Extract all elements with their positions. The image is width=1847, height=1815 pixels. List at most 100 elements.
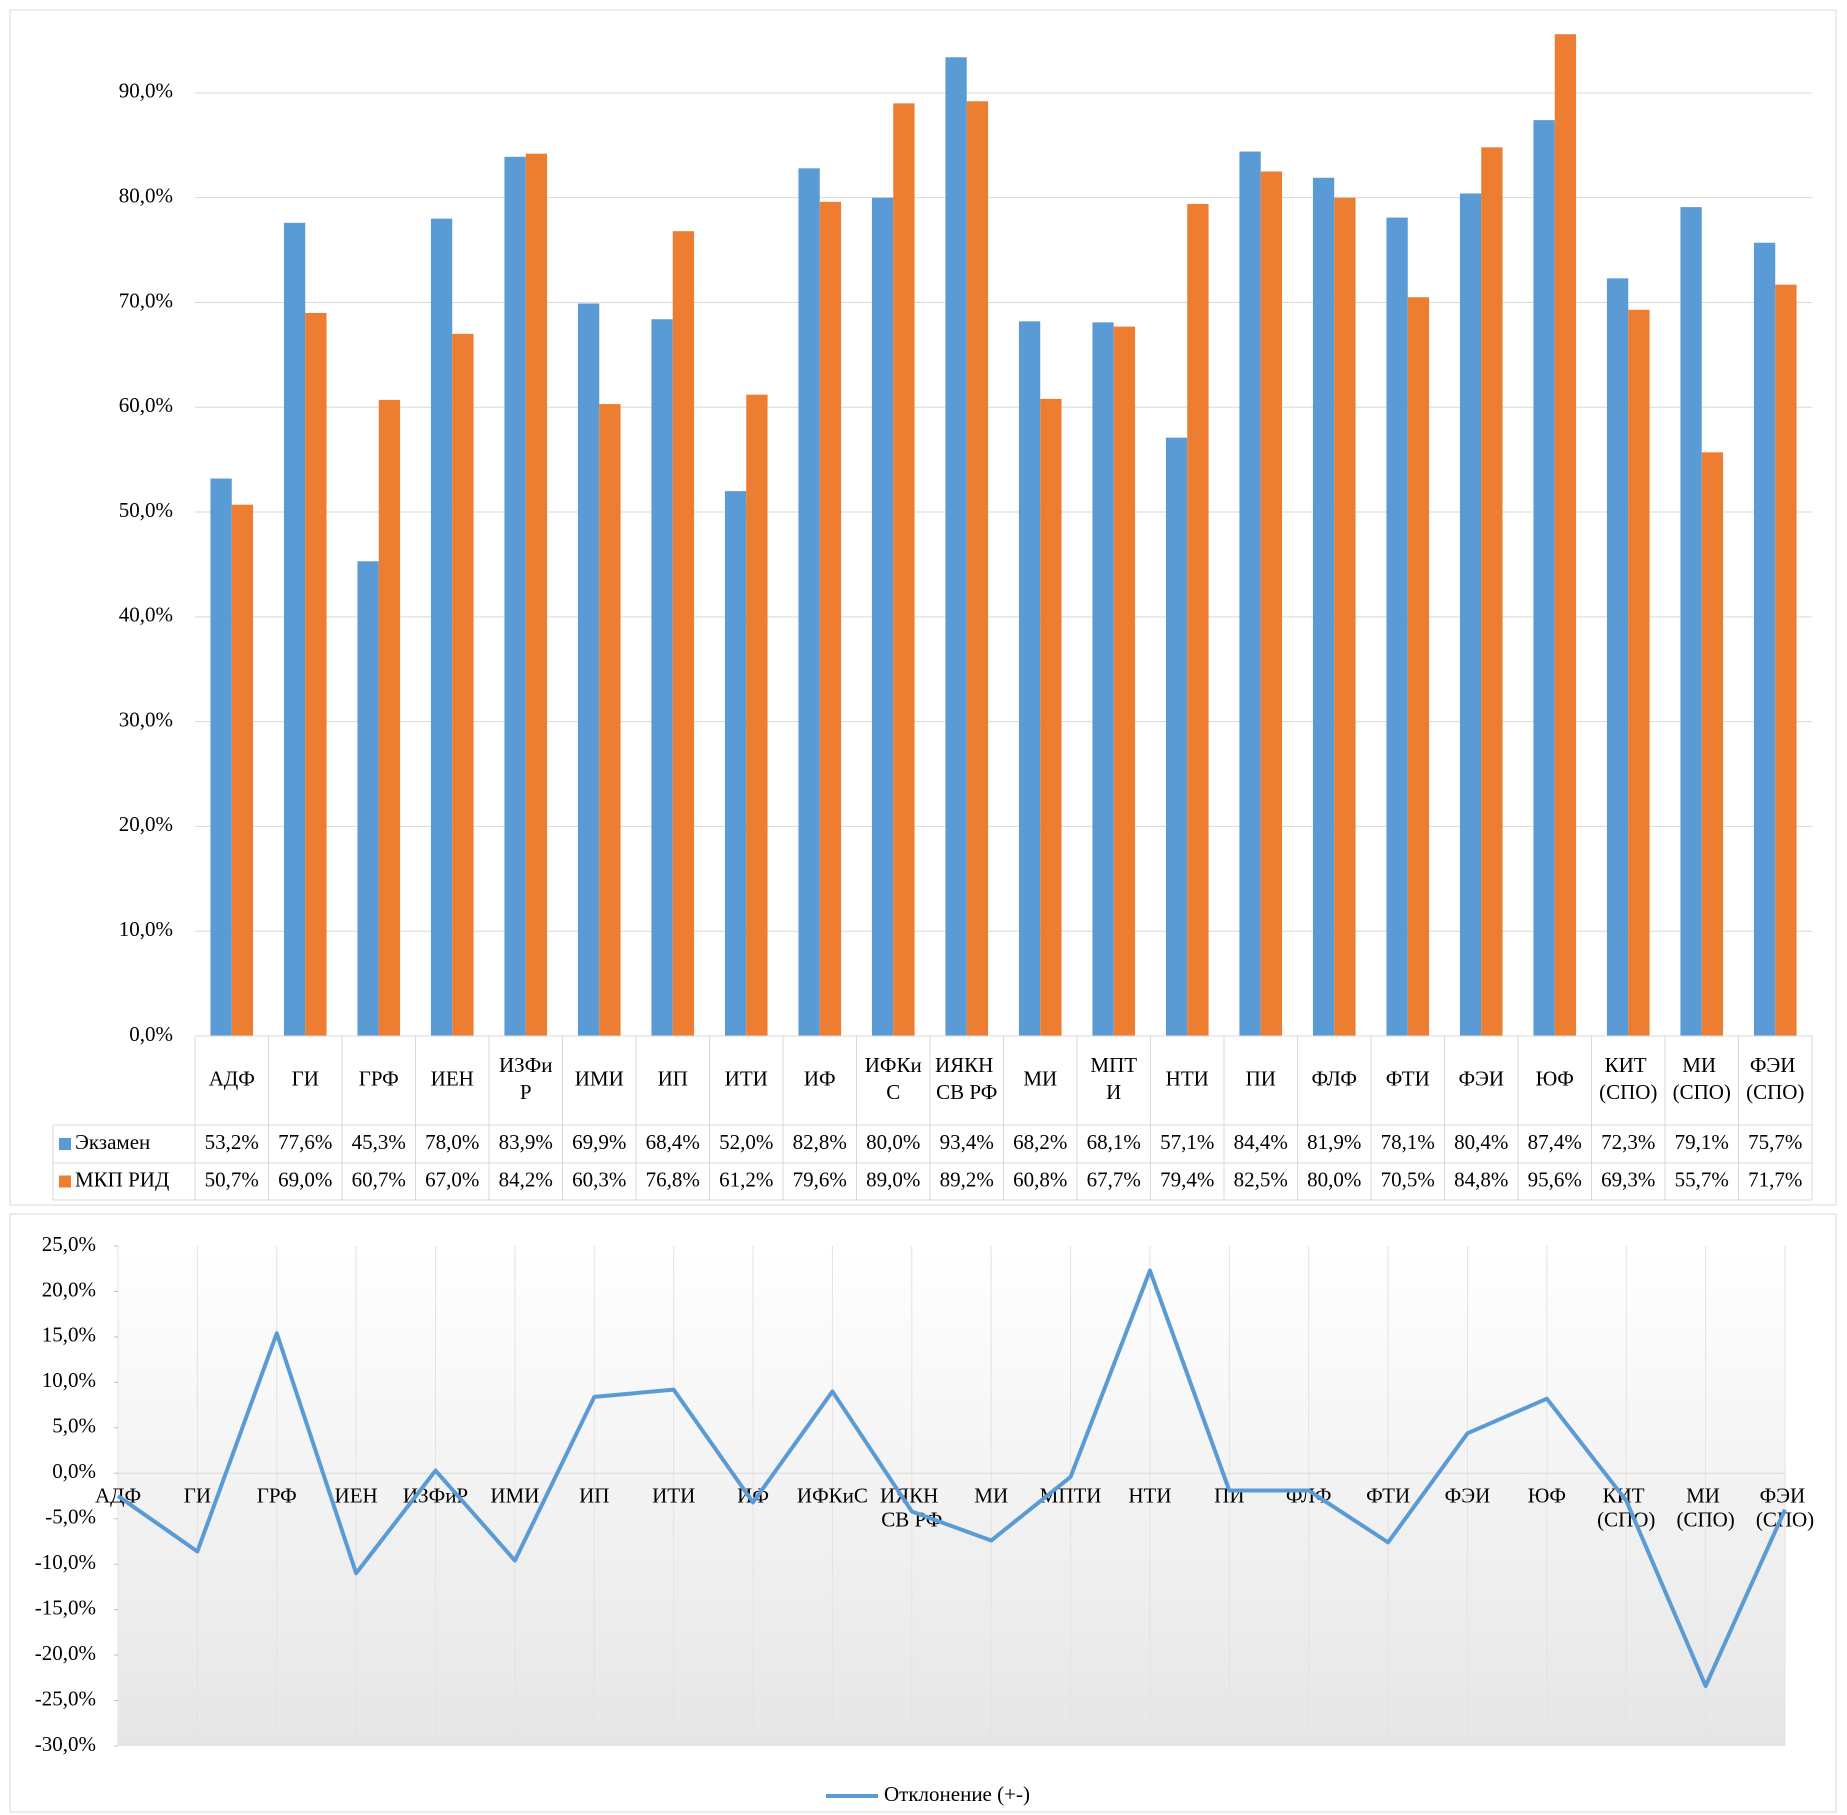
legend-label: Экзамен — [75, 1130, 150, 1154]
y-tick-label: 25,0% — [42, 1232, 96, 1256]
table-value: 71,7% — [1748, 1167, 1802, 1191]
x-tick-label: ПИ — [1246, 1066, 1276, 1090]
table-value: 80,0% — [1307, 1167, 1361, 1191]
chart-frame — [9, 1213, 1837, 1813]
bar — [283, 222, 306, 1037]
y-tick-label: 70,0% — [119, 288, 173, 312]
bar — [724, 491, 747, 1036]
table-value: 82,8% — [793, 1130, 847, 1154]
y-tick-label: 20,0% — [42, 1277, 96, 1301]
bar — [1165, 437, 1188, 1036]
x-tick-label: ИЕН — [335, 1483, 378, 1507]
line — [116, 1268, 1787, 1688]
y-tick-label: 20,0% — [119, 812, 173, 836]
table-value: 84,2% — [499, 1167, 553, 1191]
table-value: 83,9% — [499, 1130, 553, 1154]
table-value: 60,8% — [1013, 1167, 1067, 1191]
x-tick-label: ФТИ — [1386, 1066, 1430, 1090]
bar — [357, 561, 379, 1036]
x-tick-label: ИМИ — [575, 1066, 624, 1090]
bar — [1312, 177, 1335, 1037]
y-tick-label: 30,0% — [119, 707, 173, 731]
table-value: 84,8% — [1454, 1167, 1508, 1191]
bar — [577, 303, 600, 1037]
table-value: 84,4% — [1234, 1130, 1288, 1154]
x-tick-label: МИ (СПО) — [1673, 1053, 1731, 1104]
bar — [1187, 203, 1209, 1036]
table-value: 89,0% — [866, 1167, 920, 1191]
x-tick-label: МИ — [1023, 1066, 1057, 1090]
table-value: 93,4% — [940, 1130, 994, 1154]
bar — [1775, 284, 1797, 1036]
x-tick-label: ИТИ — [652, 1483, 695, 1507]
x-tick-label: МИ — [974, 1483, 1008, 1507]
table-value: 53,2% — [205, 1130, 259, 1154]
x-tick-label: МИ (СПО) — [1676, 1483, 1734, 1531]
table-value: 50,7% — [205, 1167, 259, 1191]
table-value: 80,0% — [866, 1130, 920, 1154]
y-tick-label: 15,0% — [42, 1323, 96, 1347]
x-tick-label: КИТ (СПО) — [1597, 1483, 1655, 1531]
table-value: 82,5% — [1234, 1167, 1288, 1191]
table-value: 67,0% — [425, 1167, 479, 1191]
legend-label: Отклонение (+-) — [884, 1782, 1030, 1806]
table-value: 77,6% — [278, 1130, 332, 1154]
bar — [1606, 278, 1629, 1036]
table-value: 79,4% — [1160, 1167, 1214, 1191]
x-tick-label: ГРФ — [359, 1066, 399, 1090]
bar — [871, 197, 894, 1036]
table-value: 60,3% — [572, 1167, 626, 1191]
table-value: 69,0% — [278, 1167, 332, 1191]
bar — [599, 404, 621, 1036]
y-tick-label: -20,0% — [35, 1641, 96, 1665]
bar — [966, 101, 989, 1037]
chart-frame — [9, 9, 1837, 1206]
bar — [1407, 297, 1430, 1036]
bar — [893, 103, 915, 1036]
table-value: 76,8% — [646, 1167, 700, 1191]
y-tick-label: -15,0% — [35, 1595, 96, 1619]
bar — [1753, 242, 1776, 1037]
x-tick-label: ФЭИ (СПО) — [1756, 1483, 1814, 1531]
bar — [1113, 326, 1136, 1036]
table-value: 45,3% — [352, 1130, 406, 1154]
x-tick-label: ЮФ — [1536, 1066, 1574, 1090]
bar — [1386, 217, 1408, 1036]
table-value: 79,1% — [1675, 1130, 1729, 1154]
table-value: 80,4% — [1454, 1130, 1508, 1154]
bar — [504, 156, 526, 1036]
x-tick-label: ИП — [579, 1483, 609, 1507]
x-tick-label: ИМИ — [490, 1483, 539, 1507]
x-tick-label: ИЯКН СВ РФ — [935, 1053, 999, 1104]
x-tick-label: ГРФ — [257, 1483, 297, 1507]
bar — [231, 504, 254, 1036]
x-tick-label: НТИ — [1128, 1483, 1171, 1507]
legend-label: МКП РИД — [75, 1167, 169, 1191]
y-tick-label: -10,0% — [35, 1550, 96, 1574]
table-value: 67,7% — [1087, 1167, 1141, 1191]
bar — [1459, 193, 1482, 1037]
table-value: 70,5% — [1381, 1167, 1435, 1191]
y-tick-label: 10,0% — [119, 917, 173, 941]
bar — [1628, 309, 1650, 1036]
bar — [305, 312, 327, 1036]
y-tick-label: 60,0% — [119, 393, 173, 417]
y-tick-label: 90,0% — [119, 79, 173, 103]
x-tick-label: ФТИ — [1366, 1483, 1410, 1507]
bar — [1040, 398, 1062, 1036]
x-tick-label: ФЛФ — [1311, 1066, 1357, 1090]
x-tick-label: КИТ (СПО) — [1599, 1053, 1657, 1104]
bar — [746, 394, 768, 1036]
x-tick-label: ИТИ — [725, 1066, 768, 1090]
table-value: 68,1% — [1087, 1130, 1141, 1154]
table-value: 55,7% — [1675, 1167, 1729, 1191]
x-tick-label: ИП — [658, 1066, 688, 1090]
plot-area — [118, 1246, 1785, 1746]
bar — [452, 333, 474, 1036]
table-value: 78,1% — [1381, 1130, 1435, 1154]
y-tick-label: -5,0% — [45, 1505, 96, 1529]
x-tick-label: ЮФ — [1528, 1483, 1566, 1507]
